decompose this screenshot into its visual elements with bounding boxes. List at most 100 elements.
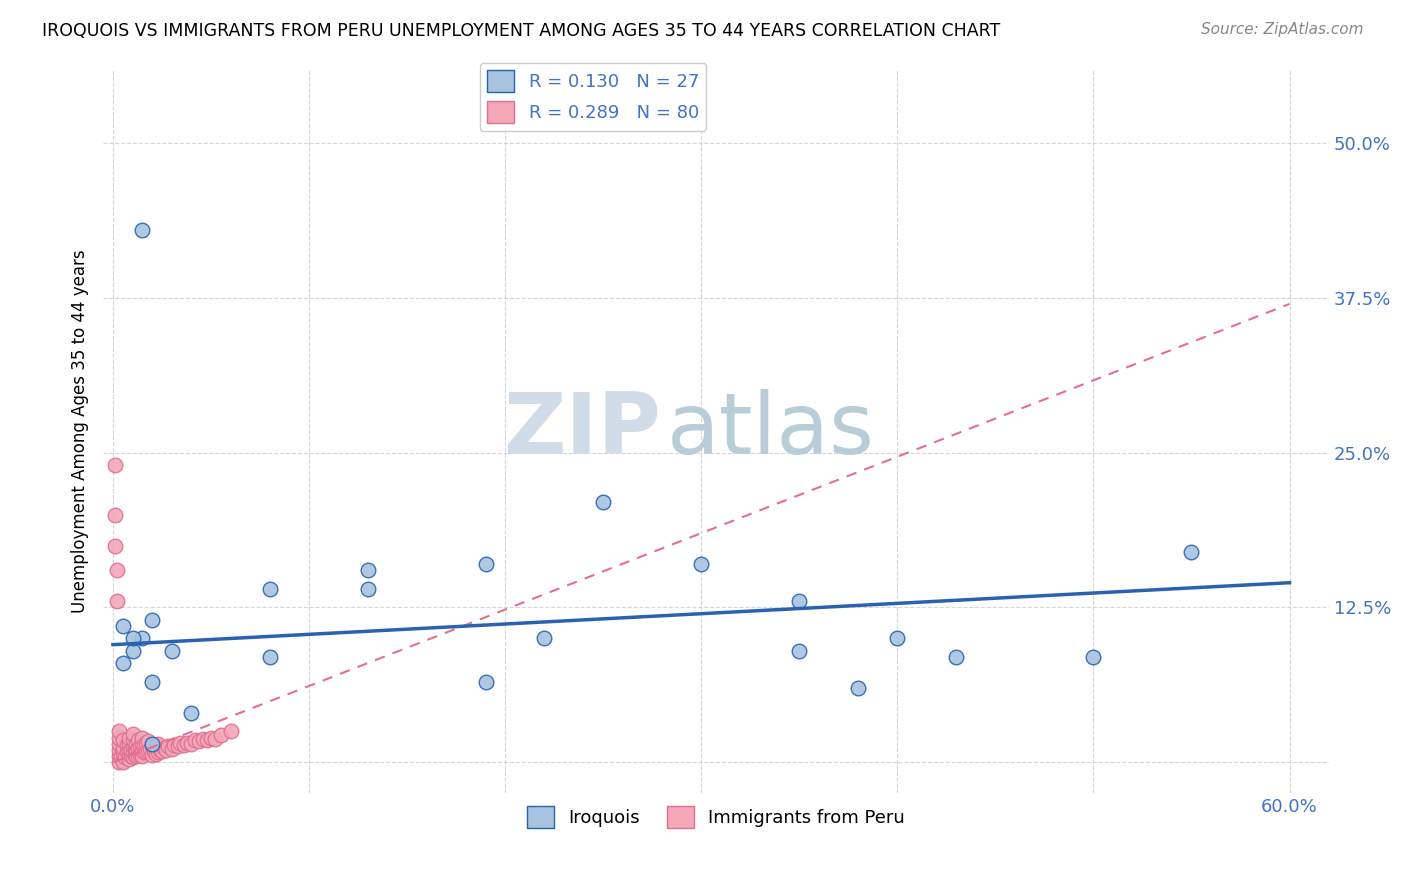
Point xyxy=(129,739,152,754)
Text: IROQUOIS VS IMMIGRANTS FROM PERU UNEMPLOYMENT AMONG AGES 35 TO 44 YEARS CORRELAT: IROQUOIS VS IMMIGRANTS FROM PERU UNEMPLO… xyxy=(42,22,1001,40)
Point xyxy=(143,744,166,758)
Point xyxy=(131,743,153,757)
Point xyxy=(108,737,131,751)
Point xyxy=(209,728,232,742)
Point xyxy=(131,731,153,745)
Point xyxy=(111,619,134,633)
Point xyxy=(117,731,139,745)
Point xyxy=(121,632,143,646)
Text: ZIP: ZIP xyxy=(503,390,661,473)
Point xyxy=(592,495,614,509)
Point xyxy=(1083,650,1105,665)
Point xyxy=(160,644,183,658)
Point xyxy=(150,744,173,758)
Point xyxy=(145,747,167,761)
Point xyxy=(117,752,139,766)
Point xyxy=(134,738,156,752)
Point xyxy=(188,734,211,748)
Point xyxy=(104,508,127,522)
Point xyxy=(111,733,134,747)
Point xyxy=(141,739,163,754)
Point xyxy=(127,747,149,762)
Point xyxy=(139,741,162,756)
Point xyxy=(136,743,159,757)
Point xyxy=(124,747,146,762)
Point xyxy=(149,743,172,757)
Point xyxy=(121,750,143,764)
Point xyxy=(787,594,810,608)
Point xyxy=(141,613,163,627)
Point xyxy=(104,458,127,472)
Point xyxy=(110,749,132,764)
Point xyxy=(1180,545,1202,559)
Point xyxy=(145,738,167,752)
Point xyxy=(690,557,713,571)
Point xyxy=(121,644,143,658)
Point xyxy=(121,727,143,741)
Point xyxy=(111,756,134,770)
Point xyxy=(108,743,131,757)
Point xyxy=(105,563,128,577)
Point xyxy=(146,737,169,751)
Point xyxy=(180,706,202,720)
Point xyxy=(169,735,191,749)
Point xyxy=(160,741,183,756)
Point xyxy=(131,749,153,764)
Point xyxy=(131,632,153,646)
Point xyxy=(129,747,152,761)
Point xyxy=(108,749,131,764)
Point xyxy=(357,563,380,577)
Point xyxy=(127,733,149,747)
Point xyxy=(115,746,138,760)
Point xyxy=(155,743,177,757)
Point xyxy=(474,557,496,571)
Point xyxy=(115,738,138,752)
Point xyxy=(945,650,967,665)
Point xyxy=(357,582,380,596)
Point xyxy=(111,753,134,767)
Point xyxy=(191,731,214,746)
Point xyxy=(259,582,281,596)
Point xyxy=(176,735,198,749)
Point xyxy=(156,739,179,754)
Legend: Iroquois, Immigrants from Peru: Iroquois, Immigrants from Peru xyxy=(519,798,912,835)
Point xyxy=(200,731,222,745)
Point xyxy=(105,594,128,608)
Point xyxy=(131,222,153,236)
Point xyxy=(120,749,142,764)
Point xyxy=(135,744,157,758)
Point xyxy=(141,737,163,751)
Point xyxy=(131,737,153,751)
Point xyxy=(846,681,869,695)
Point xyxy=(533,632,555,646)
Point xyxy=(121,733,143,747)
Point xyxy=(787,644,810,658)
Y-axis label: Unemployment Among Ages 35 to 44 years: Unemployment Among Ages 35 to 44 years xyxy=(72,249,89,613)
Point xyxy=(153,740,176,755)
Point xyxy=(163,738,186,752)
Point xyxy=(117,735,139,749)
Point xyxy=(121,746,143,760)
Point xyxy=(886,632,908,646)
Point xyxy=(146,746,169,760)
Point xyxy=(141,674,163,689)
Point xyxy=(184,733,207,747)
Point xyxy=(136,734,159,748)
Point xyxy=(474,674,496,689)
Point xyxy=(134,746,156,760)
Point xyxy=(114,750,136,764)
Point xyxy=(173,738,195,752)
Point xyxy=(125,737,148,751)
Point xyxy=(104,539,127,553)
Point xyxy=(166,739,188,754)
Point xyxy=(111,746,134,760)
Point xyxy=(141,747,163,762)
Point xyxy=(108,756,131,770)
Point xyxy=(125,743,148,757)
Point xyxy=(219,724,242,739)
Point xyxy=(111,657,134,671)
Text: Source: ZipAtlas.com: Source: ZipAtlas.com xyxy=(1201,22,1364,37)
Point xyxy=(117,747,139,761)
Point xyxy=(124,740,146,755)
Point xyxy=(111,740,134,755)
